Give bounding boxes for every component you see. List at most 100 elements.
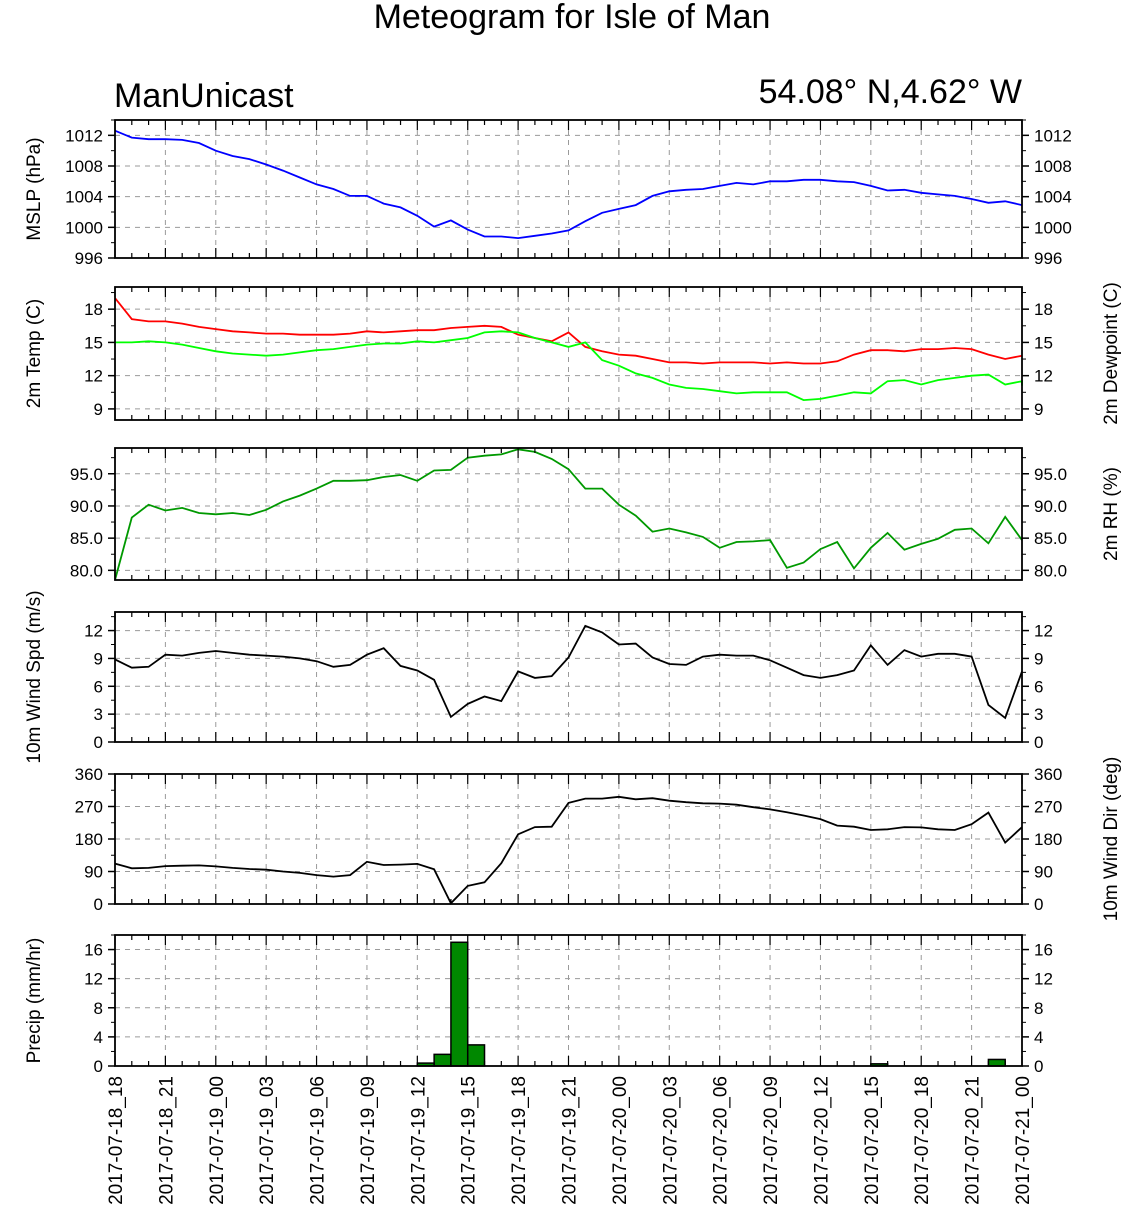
x-tick-label: 2017-07-20_03 — [660, 1076, 681, 1205]
y-tick-label: 0 — [94, 733, 103, 752]
station-coordinates: 54.08° N,4.62° W — [759, 73, 1022, 111]
panel-mslp: 996 996 1000 1000 1004 1004 1008 1008 1012 1012 MS… — [24, 119, 1072, 268]
panel-wdir: 0 0 90 90 180 180 270 270 360 360 10m Wind Dir (de… — [75, 757, 1122, 922]
precip-bar — [466, 1044, 486, 1067]
y-tick-label: 12 — [84, 622, 103, 641]
y-tick-label: 4 — [1034, 1028, 1043, 1047]
y-tick-label: 80.0 — [1034, 561, 1067, 580]
y-tick-label: 18 — [1034, 300, 1053, 319]
y-axis-label: MSLP (hPa) — [24, 137, 45, 240]
x-tick-label: 2017-07-18_21 — [156, 1076, 177, 1205]
y-tick-label: 80.0 — [70, 561, 103, 580]
y-tick-label: 16 — [84, 941, 103, 960]
panel-wspd: 0 0 3 3 6 6 9 9 12 12 10m Wind Spd (m/s) — [24, 590, 1053, 763]
series-line-rh-0 — [114, 448, 1023, 581]
y-tick-label: 8 — [94, 999, 103, 1018]
x-tick-label: 2017-07-19_18 — [509, 1076, 530, 1205]
x-tick-label: 2017-07-19_12 — [408, 1076, 429, 1205]
y-tick-label: 1000 — [1034, 218, 1072, 237]
y-tick-label: 16 — [1034, 941, 1053, 960]
series-line-temp-0 — [114, 297, 1023, 365]
x-tick-label: 2017-07-20_09 — [761, 1076, 782, 1205]
x-tick-label: 2017-07-20_00 — [610, 1076, 631, 1205]
y-tick-label: 12 — [1034, 367, 1053, 386]
x-tick-label: 2017-07-19_15 — [459, 1076, 480, 1205]
precip-bar — [450, 941, 469, 1067]
y-tick-label: 95.0 — [70, 465, 103, 484]
x-tick-label: 2017-07-19_06 — [308, 1076, 329, 1205]
precip-bar — [987, 1058, 1006, 1067]
station-name: ManUnicast — [114, 77, 294, 115]
y-tick-label: 90.0 — [1034, 497, 1067, 516]
precip-bar — [433, 1053, 452, 1067]
x-tick-label: 2017-07-20_12 — [811, 1076, 832, 1205]
y-tick-label: 0 — [1034, 733, 1043, 752]
time-axis: 2017-07-18_18 2017-07-18_21 2017-07-19_00 2… — [106, 1076, 1034, 1205]
y-tick-label: 180 — [75, 830, 103, 849]
x-tick-label: 2017-07-19_21 — [560, 1076, 581, 1205]
x-tick-label: 2017-07-19_00 — [207, 1076, 228, 1205]
y-tick-label: 1004 — [1034, 188, 1072, 207]
y-tick-label: 15 — [84, 333, 103, 352]
y-tick-label: 95.0 — [1034, 465, 1067, 484]
panel-rh: 80.0 80.0 85.0 85.0 90.0 90.0 95.0 95.0 2m RH (%… — [70, 447, 1122, 581]
y-tick-label: 180 — [1034, 830, 1062, 849]
panel-precip: 0 0 4 4 8 8 12 12 16 16 Precip (mm/hr) — [24, 934, 1053, 1076]
chart-title: Meteogram for Isle of Man — [374, 0, 771, 36]
y-tick-label: 1000 — [65, 218, 103, 237]
y-tick-label: 18 — [84, 300, 103, 319]
y-tick-label: 6 — [1034, 677, 1043, 696]
y-axis-label-right: 10m Wind Dir (deg) — [1101, 757, 1122, 922]
y-tick-label: 0 — [1034, 895, 1043, 914]
series-line-temp-1 — [115, 330, 1023, 402]
y-tick-label: 12 — [84, 970, 103, 989]
y-tick-label: 360 — [1034, 765, 1062, 784]
y-tick-label: 1004 — [65, 188, 103, 207]
x-tick-label: 2017-07-18_18 — [106, 1076, 127, 1205]
panel-temp: 9 9 12 12 15 15 18 18 2m Temp (C) 2m Dewpoint (C) — [24, 282, 1122, 425]
y-tick-label: 3 — [1034, 705, 1043, 724]
y-tick-label: 6 — [94, 677, 103, 696]
y-tick-label: 85.0 — [70, 529, 103, 548]
y-tick-label: 90 — [84, 863, 103, 882]
y-tick-label: 15 — [1034, 333, 1053, 352]
y-tick-label: 1008 — [1034, 157, 1072, 176]
y-tick-label: 9 — [94, 400, 103, 419]
y-tick-label: 8 — [1034, 999, 1043, 1018]
y-tick-label: 1012 — [65, 126, 103, 145]
y-tick-label: 12 — [84, 367, 103, 386]
y-tick-label: 4 — [94, 1028, 103, 1047]
y-tick-label: 1012 — [1034, 126, 1072, 145]
y-tick-label: 0 — [1034, 1057, 1043, 1076]
y-tick-label: 1008 — [65, 157, 103, 176]
y-tick-label: 0 — [94, 895, 103, 914]
y-tick-label: 9 — [94, 649, 103, 668]
y-tick-label: 360 — [75, 765, 103, 784]
y-tick-label: 85.0 — [1034, 529, 1067, 548]
x-tick-label: 2017-07-20_18 — [912, 1076, 933, 1205]
y-tick-label: 90 — [1034, 863, 1053, 882]
y-tick-label: 12 — [1034, 970, 1053, 989]
y-tick-label: 90.0 — [70, 497, 103, 516]
y-axis-label: 10m Wind Spd (m/s) — [24, 590, 45, 763]
x-tick-label: 2017-07-19_09 — [358, 1076, 379, 1205]
y-tick-label: 270 — [75, 798, 103, 817]
series-line-mslp-0 — [114, 129, 1023, 240]
series-line-wdir-0 — [114, 795, 1023, 905]
y-tick-label: 12 — [1034, 622, 1053, 641]
y-tick-label: 996 — [1034, 249, 1062, 268]
y-axis-label: 2m Temp (C) — [24, 299, 45, 408]
x-tick-label: 2017-07-20_06 — [711, 1076, 732, 1205]
y-tick-label: 0 — [94, 1057, 103, 1076]
y-axis-label-right: 2m RH (%) — [1101, 467, 1122, 561]
y-axis-label: Precip (mm/hr) — [24, 938, 45, 1064]
y-axis-label-right: 2m Dewpoint (C) — [1101, 282, 1122, 425]
x-tick-label: 2017-07-20_21 — [963, 1076, 984, 1205]
x-tick-label: 2017-07-21_00 — [1013, 1076, 1034, 1205]
x-tick-label: 2017-07-20_15 — [862, 1076, 883, 1205]
y-tick-label: 9 — [1034, 649, 1043, 668]
y-tick-label: 3 — [94, 705, 103, 724]
y-tick-label: 996 — [75, 249, 103, 268]
